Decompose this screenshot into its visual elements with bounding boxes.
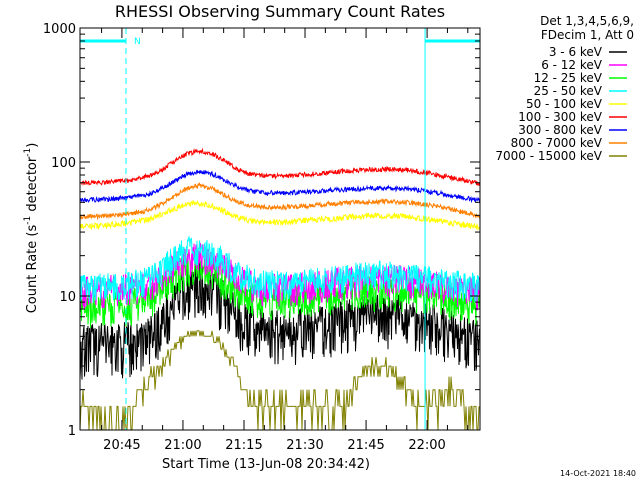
legend-entry-label: 7000 - 15000 keV	[495, 149, 602, 163]
series-line-6-12-kev	[79, 243, 481, 312]
y-tick-label: 1	[68, 424, 76, 439]
x-tick-label: 22:00	[408, 438, 445, 453]
x-tick-label: 20:45	[103, 438, 140, 453]
axes: 1 10 100 1000 20:45 21:00 21:15 21:30 21:45 22:00	[43, 22, 481, 453]
series-line-300-800-kev	[79, 169, 481, 204]
x-tick-label: 21:30	[286, 438, 323, 453]
series-line-25-50-kev	[79, 235, 481, 303]
series-line-3-6-kev	[79, 262, 480, 380]
legend-entry-label: 800 - 7000 keV	[511, 136, 603, 150]
series-line-50-100-kev	[79, 199, 481, 232]
series-line-100-300-kev	[79, 147, 481, 187]
legend-header-line-2: FDecim 1, Att 0	[541, 28, 634, 42]
legend-entry-label: 50 - 100 keV	[526, 97, 603, 111]
legend-entry-label: 300 - 800 keV	[518, 123, 602, 137]
chart-title: RHESSI Observing Summary Count Rates	[115, 2, 445, 21]
x-tick-label: 21:00	[164, 438, 201, 453]
night-marker-label: N	[134, 37, 141, 47]
x-axis-label: Start Time (13-Jun-08 20:34:42)	[162, 457, 370, 472]
legend-entry-label: 25 - 50 keV	[534, 84, 603, 98]
legend-entry-label: 3 - 6 keV	[549, 45, 603, 59]
legend-entry-label: 100 - 300 keV	[518, 110, 602, 124]
y-tick-label: 100	[51, 156, 76, 171]
legend-entry-label: 6 - 12 keV	[541, 58, 603, 72]
x-tick-label: 21:15	[225, 438, 262, 453]
x-tick-label: 21:45	[347, 438, 384, 453]
y-tick-label: 10	[59, 290, 76, 305]
y-tick-label: 1000	[43, 22, 76, 37]
legend: Det 1,3,4,5,6,9, FDecim 1, Att 0 3 - 6 k…	[495, 14, 634, 163]
plot-frame	[79, 27, 481, 431]
legend-entry-label: 12 - 25 keV	[534, 71, 603, 85]
y-axis-label: Count Rate (s-1 detector-1)	[23, 143, 40, 314]
series-line-800-7000-kev	[79, 182, 481, 221]
series-line-7000-15000-kev	[79, 330, 480, 431]
footer-timestamp: 14-Oct-2021 18:40	[560, 469, 636, 478]
legend-header-line-1: Det 1,3,4,5,6,9,	[540, 14, 634, 28]
